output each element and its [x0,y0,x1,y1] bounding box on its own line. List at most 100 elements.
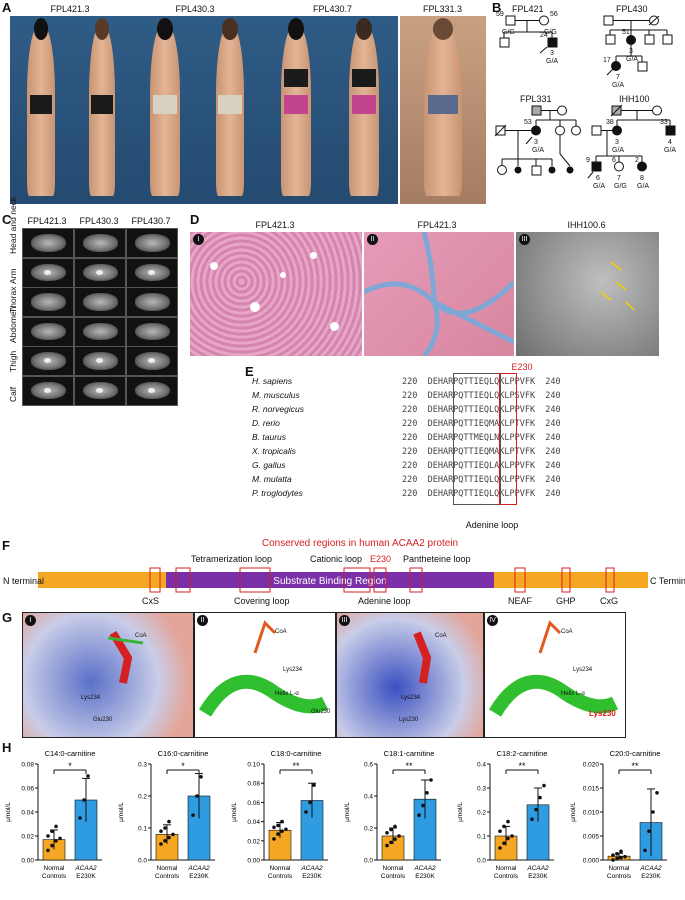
mri-scan [126,316,178,347]
photo-caption: FPL331.3 [422,4,463,14]
surface-model-wildtype: CoA Lys234 Glu230 [22,612,194,738]
x-tick-label: E230K [302,873,322,880]
residue-end: 240 [535,447,561,457]
sequence: DEHARPQTTIEQLAKLPPVFK [427,461,536,471]
pedigree-id: 3 [615,139,619,146]
significance-label: ** [405,761,413,771]
pedigree-genotype: G/A [532,147,544,154]
x-tick-label: ACAA2 [74,865,97,872]
residue-start: 220 [402,391,428,401]
mri-scan [126,346,178,376]
data-point [78,816,82,820]
sequence: DEHARPQTTIEQMAKLPTVFK [427,419,536,429]
pedigree-id: 3 [534,139,538,146]
data-point [312,783,316,787]
species-name: M. mulatta [252,474,292,484]
significance-label: ** [631,761,639,771]
data-point [167,835,171,840]
patient-photo [400,16,486,204]
data-point [46,848,50,853]
photo-caption: FPL430.7 [312,4,353,14]
chart-title: C16:0-carnitine [158,749,209,758]
x-tick-label: Normal [270,865,292,872]
data-point [280,819,284,824]
mri-scan [74,316,126,347]
y-tick-label: 0.10 [247,762,260,769]
alignment-row: H. sapiens 220 DEHARPQTTIEQLQKLPPVFK 240 [252,376,561,387]
data-point [159,829,163,833]
data-point [54,839,58,843]
pedigree-genotype: G/A [546,58,558,65]
liver-histology-he [190,232,362,356]
species-name: M. musculus [252,390,300,400]
pedigree-genotype: G/A [637,183,649,190]
subpanel-badge: I [193,234,204,245]
residue-end: 240 [535,405,561,415]
mri-scan [74,375,126,406]
data-point [542,783,546,788]
panel-label-d: D [190,212,200,227]
subpanel-badge: II [367,234,378,245]
domain-label: NEAF [508,596,533,606]
species-name: X. tropicalis [252,446,296,456]
pedigree-title: FPL421 [512,4,544,14]
residue-start: 220 [402,461,428,471]
y-tick-label: 0.015 [583,786,600,793]
n-terminal-label: N terminal [3,576,44,586]
pedigree-female [539,15,549,26]
pedigree-title: FPL331 [520,94,552,104]
x-tick-label: E230K [528,873,548,880]
domain-label: CxG [600,596,618,606]
c-terminal-label: C Terminal [650,576,685,586]
pedigree-male [505,15,516,26]
sequence: DEHARPQTTMEQLNKLPPVFK [427,433,536,443]
y-tick-label: 0.00 [21,858,34,865]
panel-label-g: G [2,610,13,625]
data-point [502,841,506,845]
chart-title: C18:0-carnitine [271,749,322,758]
mri-column-title: FPL421.3 [27,216,67,226]
data-point [167,819,171,824]
domain-label: Pantheteine loop [403,554,471,564]
pedigree-genotype: G/A [593,183,605,190]
lys230-label: Lys230 [589,709,616,718]
lys234-label: Lys234 [283,667,303,673]
chart-title: C18:1-carnitine [384,749,435,758]
pedigree-age: 51 [622,29,630,36]
significance-label: * [181,761,185,771]
data-point [530,817,534,821]
data-point [611,853,615,857]
data-point [397,834,401,838]
data-point [276,832,280,836]
x-tick-label: Controls [381,873,406,880]
chart-title: C14:0-carnitine [45,749,96,758]
lys234-label: Lys234 [81,695,101,701]
data-point [50,829,54,833]
pedigree-age: 24 [540,32,548,39]
residue-start: 220 [402,447,428,457]
data-point [619,855,623,860]
y-tick-label: 0.04 [21,810,34,817]
y-axis-label: µmol/L [344,802,351,822]
residue-start: 220 [402,433,428,443]
pedigree-age: 9 [586,157,590,164]
pedigree-genotype: G/G [544,29,557,36]
subpanel-badge: IV [487,615,498,626]
pedigree-age: 53 [524,119,532,126]
panel-label-h: H [2,740,12,755]
species-name: B. taurus [252,432,287,442]
photo-caption: FPL430.3 [175,4,215,14]
y-tick-label: 0.2 [364,826,373,833]
pedigree-age: 2 [635,157,639,164]
significance-label: ** [292,761,300,771]
pedigree-age: 59 [496,11,504,18]
y-axis-label: µmol/L [231,802,238,822]
mri-scan [74,346,126,376]
x-tick-label: E230K [76,873,96,880]
patient-photo [72,16,132,204]
data-point [308,800,312,805]
helix-label: Helix L-α [561,691,585,697]
data-point [534,807,538,812]
panel-label-b: B [492,0,502,15]
lys234-label: Lys234 [573,667,593,673]
